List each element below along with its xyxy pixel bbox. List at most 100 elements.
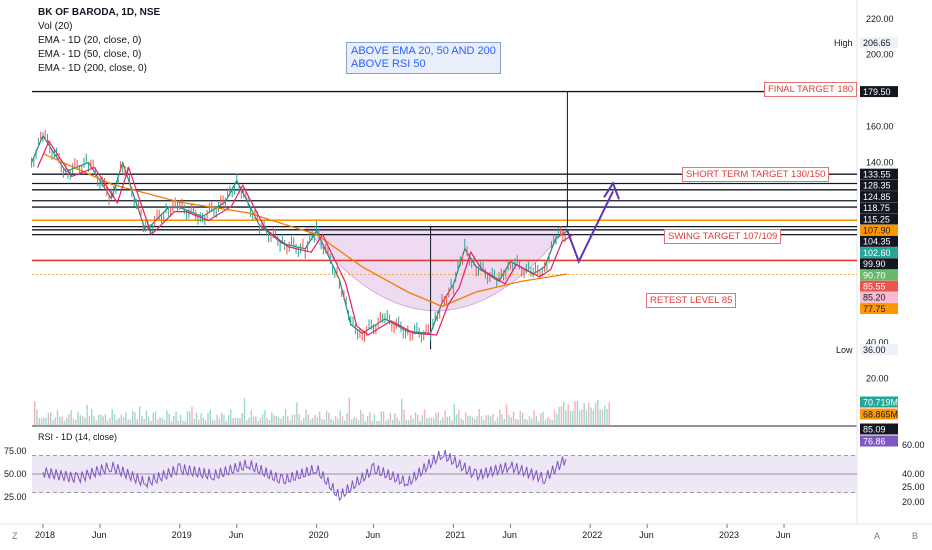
price-label-text: 85.55 xyxy=(863,281,886,291)
volume-bar xyxy=(191,406,193,425)
volume-bar xyxy=(166,410,168,425)
volume-bar xyxy=(239,418,241,425)
volume-bar xyxy=(227,415,230,425)
volume-bar xyxy=(218,418,221,425)
volume-bar xyxy=(369,411,371,425)
volume-bar xyxy=(601,409,604,425)
volume-bar xyxy=(599,409,601,425)
volume-bar xyxy=(102,416,104,425)
volume-bar xyxy=(330,419,332,425)
z-button[interactable]: Z xyxy=(12,531,18,541)
price-label-bg xyxy=(860,280,898,292)
volume-bar xyxy=(52,420,54,425)
rsi-value-bg xyxy=(860,423,898,435)
volume-bar xyxy=(376,420,378,425)
volume-bar xyxy=(266,418,268,425)
volume-bar xyxy=(289,420,291,425)
price-axis[interactable]: 220.00200.00180.00160.00140.00120.00100.… xyxy=(834,14,898,447)
volume-bar xyxy=(186,411,189,425)
price-label-text: 115.25 xyxy=(863,214,890,224)
note-box: ABOVE EMA 20, 50 AND 200 ABOVE RSI 50 xyxy=(346,42,501,74)
volume-bar xyxy=(40,418,43,425)
volume-bar xyxy=(236,417,239,425)
volume-bar xyxy=(252,416,255,425)
volume-bar xyxy=(250,410,252,425)
volume-bar xyxy=(496,417,499,425)
volume-bar xyxy=(583,403,585,425)
volume-bar xyxy=(537,420,540,425)
volume-bar xyxy=(492,413,494,425)
volume-bar xyxy=(531,418,533,425)
price-label-text: 85.20 xyxy=(863,293,886,303)
volume-bar xyxy=(118,417,120,425)
price-tick: 160.00 xyxy=(866,122,894,132)
price-label: 99.90 xyxy=(860,258,898,270)
price-label: 70.719M xyxy=(860,396,898,408)
projection-arrowhead xyxy=(603,181,620,200)
volume-bar xyxy=(401,398,403,425)
price-label: 36.00 Low xyxy=(836,344,898,356)
volume-indicator-label[interactable]: Vol (20) xyxy=(38,21,73,32)
rsi-left-tick: 75.00 xyxy=(4,446,27,456)
volume-bar xyxy=(122,417,125,425)
volume-bar xyxy=(478,409,480,425)
price-label: 85.20 xyxy=(860,291,898,303)
volume-bar xyxy=(200,413,202,425)
volume-bar xyxy=(360,410,362,425)
volume-bar xyxy=(195,412,198,425)
rsi-title[interactable]: RSI - 1D (14, close) xyxy=(38,432,118,442)
volume-bar xyxy=(364,420,366,425)
volume-bar xyxy=(533,410,535,425)
volume-bar xyxy=(129,419,132,425)
price-label-text: 133.55 xyxy=(863,169,891,179)
volume-bar xyxy=(426,418,428,425)
volume-bar xyxy=(298,414,300,425)
price-label: 118.75 xyxy=(860,202,898,214)
rsi-right-tick: 25.00 xyxy=(902,482,925,492)
volume-bar xyxy=(271,412,273,425)
short-target-label: SHORT TERM TARGET 130/150 xyxy=(682,167,830,182)
volume-bar xyxy=(177,420,180,425)
volume-bar xyxy=(433,418,435,425)
volume-bar xyxy=(353,417,355,425)
volume-bar xyxy=(396,417,398,425)
time-axis[interactable]: 2018 Jun 2019 Jun 2020 Jun 2021 Jun 2022 Jun 2023 J… xyxy=(35,524,791,540)
volume-bar xyxy=(419,420,421,425)
ema50-label[interactable]: EMA - 1D (50, close, 0) xyxy=(38,49,142,60)
volume-bar xyxy=(246,420,248,425)
cup-fill xyxy=(304,226,569,312)
ema20-label[interactable]: EMA - 1D (20, close, 0) xyxy=(38,35,142,46)
volume-bar xyxy=(316,417,319,425)
price-label: 124.85 xyxy=(860,191,898,203)
volume-bar xyxy=(389,412,392,425)
ema200-label[interactable]: EMA - 1D (200, close, 0) xyxy=(38,63,147,74)
volume-bar xyxy=(109,417,111,425)
volume-bar xyxy=(148,416,150,425)
volume-bar xyxy=(152,412,154,425)
volume-bar xyxy=(517,419,519,425)
volume-bar xyxy=(255,416,257,425)
price-label-bg xyxy=(860,191,898,203)
volume-bar xyxy=(412,418,414,425)
auto-scale-button[interactable]: A xyxy=(874,531,881,541)
volume-bar xyxy=(314,414,316,425)
price-label-text: 102.60 xyxy=(863,248,891,258)
volume-bar xyxy=(437,411,439,425)
price-label: 90.70 xyxy=(860,269,898,281)
cup-shape xyxy=(304,226,569,312)
symbol-title[interactable]: BK OF BARODA, 1D, NSE xyxy=(38,7,161,18)
volume-bar xyxy=(569,410,572,425)
volume-bar xyxy=(355,418,357,425)
rsi-right-tick: 20.00 xyxy=(902,497,925,507)
volume-bar xyxy=(275,415,278,425)
volume-bar xyxy=(77,411,79,425)
volume-bar xyxy=(54,417,56,425)
price-tick: 220.00 xyxy=(866,14,894,24)
volume-bar xyxy=(560,406,563,425)
volume-bar xyxy=(134,412,136,425)
volume-bar xyxy=(61,416,63,425)
volume-bar xyxy=(282,416,284,425)
volume-bar xyxy=(230,409,232,425)
b-button[interactable]: B xyxy=(912,531,919,541)
volume-bar xyxy=(120,414,123,425)
